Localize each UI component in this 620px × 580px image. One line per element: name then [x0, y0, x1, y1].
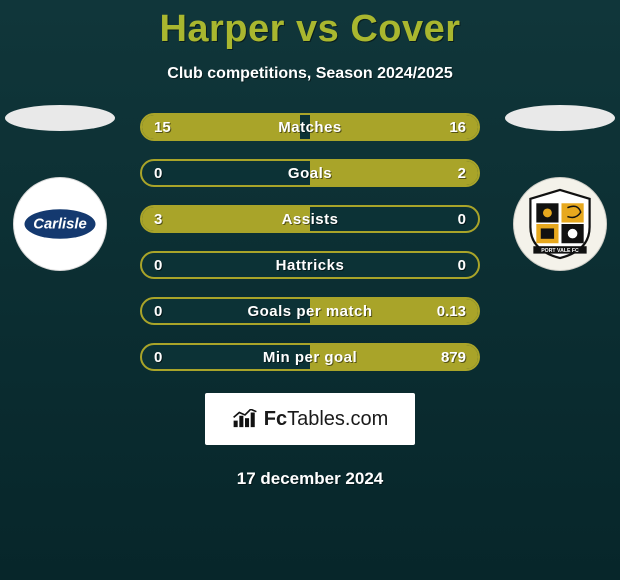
carlisle-logo-icon: Carlisle: [23, 187, 97, 261]
logo-text-b: Tables: [287, 408, 345, 430]
metric-row: 1516Matches: [140, 113, 480, 141]
metric-bars: 1516Matches 02Goals 30Assists 00Hattricks 00…: [140, 113, 480, 371]
metric-row: 00.13Goals per match: [140, 297, 480, 325]
chart-icon: [232, 409, 258, 429]
right-player-column: PORT VALE FC: [500, 105, 620, 271]
metric-label: Goals: [142, 161, 478, 185]
metric-row: 0879Min per goal: [140, 343, 480, 371]
page-title: Harper vs Cover: [159, 8, 460, 51]
logo-text-c: .com: [345, 408, 388, 430]
club-badge-right: PORT VALE FC: [513, 177, 607, 271]
source-logo: FcTables.com: [205, 393, 415, 445]
club-name-right: PORT VALE FC: [541, 248, 579, 254]
subtitle: Club competitions, Season 2024/2025: [167, 65, 452, 83]
player-silhouette-left: [5, 105, 115, 131]
metric-label: Matches: [142, 115, 478, 139]
club-badge-left: Carlisle: [13, 177, 107, 271]
left-player-column: Carlisle: [0, 105, 120, 271]
logo-text-a: Fc: [264, 408, 287, 430]
player-silhouette-right: [505, 105, 615, 131]
metric-label: Min per goal: [142, 345, 478, 369]
metric-row: 30Assists: [140, 205, 480, 233]
card: Harper vs Cover Club competitions, Seaso…: [0, 0, 620, 580]
date: 17 december 2024: [237, 469, 384, 489]
port-vale-logo-icon: PORT VALE FC: [523, 187, 597, 261]
metric-row: 00Hattricks: [140, 251, 480, 279]
title-player-right: Cover: [350, 8, 460, 50]
comparison-chart: Carlisle PORT VALE FC: [0, 113, 620, 371]
metric-label: Goals per match: [142, 299, 478, 323]
title-player-left: Harper: [159, 8, 285, 50]
metric-label: Assists: [142, 207, 478, 231]
club-name-left: Carlisle: [33, 216, 86, 232]
metric-label: Hattricks: [142, 253, 478, 277]
metric-row: 02Goals: [140, 159, 480, 187]
title-vs: vs: [296, 8, 339, 50]
logo-text: FcTables.com: [264, 408, 389, 431]
